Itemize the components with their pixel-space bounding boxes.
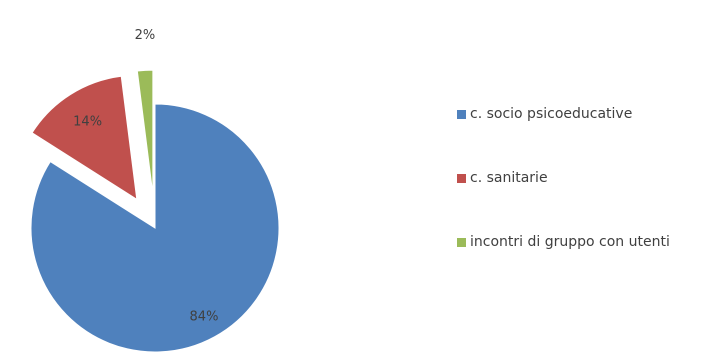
- legend: c. socio psicoeducative c. sanitarie inc…: [457, 104, 712, 252]
- legend-label-incontri-di-gruppo: incontri di gruppo con utenti: [470, 234, 670, 250]
- legend-item-incontri-di-gruppo: incontri di gruppo con utenti: [457, 232, 712, 252]
- data-label-sanitarie: 14%: [73, 114, 102, 129]
- legend-label-socio-psicoeducative: c. socio psicoeducative: [470, 106, 633, 122]
- pie-slice-sanitarie: [31, 75, 138, 201]
- legend-swatch-incontri-di-gruppo: [457, 238, 466, 247]
- legend-swatch-socio-psicoeducative: [457, 110, 466, 119]
- data-label-incontri-di-gruppo: 2%: [135, 28, 156, 43]
- data-label-socio-psicoeducative: 84%: [190, 310, 219, 325]
- legend-item-socio-psicoeducative: c. socio psicoeducative: [457, 104, 712, 124]
- pie-slice-socio-psicoeducative: [30, 103, 280, 353]
- pie-slice-incontri-di-gruppo: [136, 69, 154, 195]
- legend-label-sanitarie: c. sanitarie: [470, 170, 548, 186]
- legend-item-sanitarie: c. sanitarie: [457, 168, 712, 188]
- legend-swatch-sanitarie: [457, 174, 466, 183]
